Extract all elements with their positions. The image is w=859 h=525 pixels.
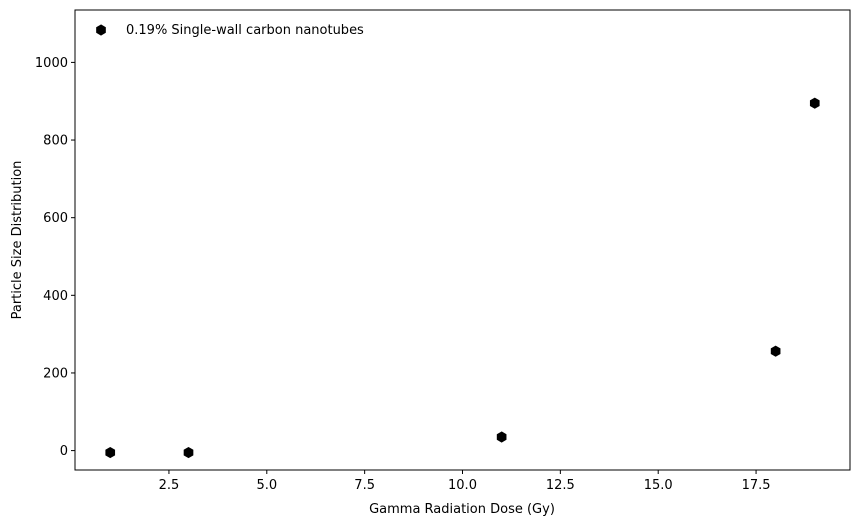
x-tick-label: 12.5 <box>546 478 575 493</box>
y-tick-label: 600 <box>43 211 68 226</box>
x-axis-ticks: 2.5 5.0 7.5 10.0 12.5 15.0 17.5 <box>159 470 771 493</box>
y-tick-label: 1000 <box>35 56 68 71</box>
plot-area <box>74 9 851 471</box>
data-points <box>105 97 820 459</box>
data-point <box>183 446 194 459</box>
y-tick-label: 200 <box>43 366 68 381</box>
x-tick-label: 10.0 <box>448 478 477 493</box>
data-point <box>105 446 116 459</box>
x-tick-label: 7.5 <box>354 478 375 493</box>
legend: 0.19% Single-wall carbon nanotubes <box>96 23 364 38</box>
data-point <box>770 345 781 357</box>
legend-marker <box>96 24 106 36</box>
data-point <box>809 97 820 109</box>
y-tick-label: 800 <box>43 134 68 149</box>
y-tick-label: 0 <box>60 444 68 459</box>
data-point <box>496 431 507 443</box>
legend-marker-hexagon <box>96 24 106 36</box>
y-axis-label: Particle Size Distribution <box>10 161 25 320</box>
y-tick-label: 400 <box>43 289 68 304</box>
x-tick-label: 2.5 <box>159 478 180 493</box>
x-axis-label: Gamma Radiation Dose (Gy) <box>369 502 555 517</box>
x-tick-label: 5.0 <box>256 478 277 493</box>
y-axis-ticks: 0 200 400 600 800 1000 <box>35 56 75 459</box>
x-tick-label: 17.5 <box>742 478 771 493</box>
legend-label: 0.19% Single-wall carbon nanotubes <box>126 23 364 38</box>
x-tick-label: 15.0 <box>644 478 673 493</box>
